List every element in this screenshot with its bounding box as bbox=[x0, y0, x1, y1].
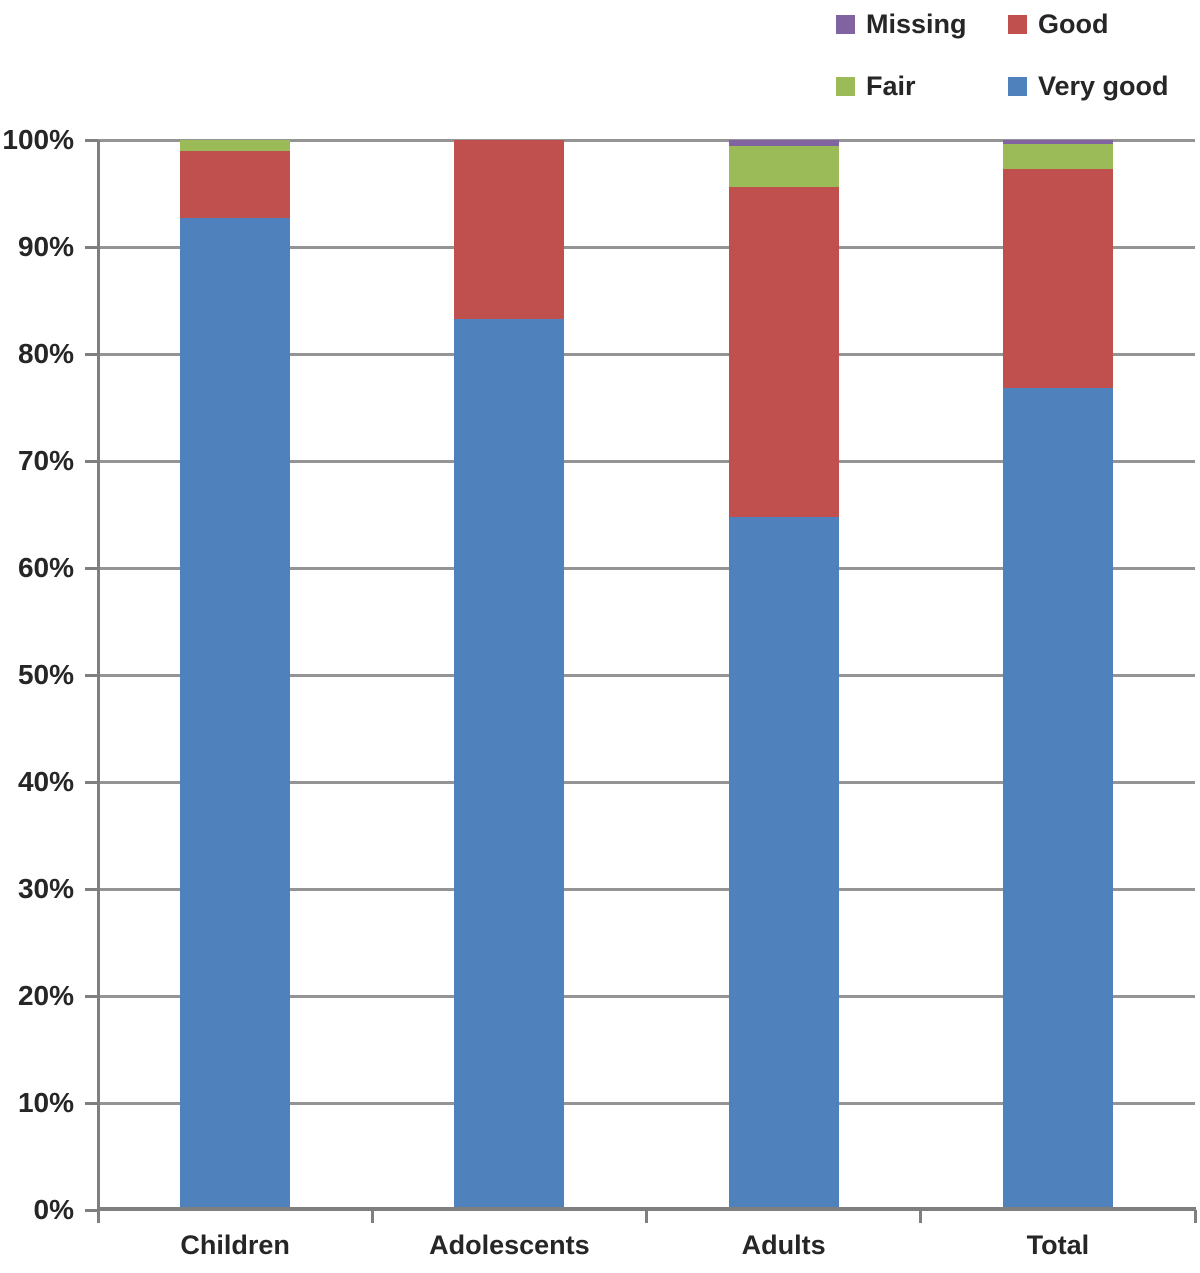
y-axis-tick-30 bbox=[85, 887, 98, 891]
y-axis-tick-40 bbox=[85, 780, 98, 784]
y-axis-line bbox=[97, 140, 100, 1210]
bar-segment-fair-adults bbox=[728, 146, 839, 188]
y-axis-tick-10 bbox=[85, 1101, 98, 1105]
y-axis-tick-20 bbox=[85, 994, 98, 998]
bar-adolescents bbox=[454, 140, 565, 1210]
legend-item-good: Good bbox=[1008, 6, 1169, 42]
bar-segment-good-adults bbox=[728, 187, 839, 517]
gridline-90 bbox=[98, 245, 1195, 249]
y-axis-tick-0 bbox=[85, 1208, 98, 1212]
x-axis-tick-3 bbox=[919, 1210, 923, 1223]
x-axis-labels: Children Adolescents Adults Total bbox=[98, 1230, 1195, 1270]
legend-swatch-missing bbox=[836, 14, 855, 34]
legend-swatch-good bbox=[1008, 14, 1027, 34]
y-axis-tick-90 bbox=[85, 245, 98, 249]
gridline-50 bbox=[98, 673, 1195, 677]
legend-item-missing: Missing bbox=[836, 6, 1008, 42]
bar-segment-good-adolescents bbox=[454, 140, 565, 319]
gridline-80 bbox=[98, 352, 1195, 356]
bar-segment-fair-total bbox=[1002, 144, 1113, 169]
legend-label-missing: Missing bbox=[866, 9, 967, 39]
bar-segment-missing-adults bbox=[728, 140, 839, 147]
legend-label-fair: Fair bbox=[866, 71, 916, 101]
y-axis-tick-80 bbox=[85, 352, 98, 356]
legend-item-very-good: Very good bbox=[1008, 68, 1169, 104]
y-axis-tick-60 bbox=[85, 566, 98, 570]
gridline-60 bbox=[98, 566, 1195, 570]
y-axis-tick-50 bbox=[85, 673, 98, 677]
x-axis-tick-2 bbox=[645, 1210, 648, 1223]
y-tick-label-40: 40% bbox=[17, 766, 74, 797]
bar-segment-fair-children bbox=[180, 140, 291, 151]
x-axis-tick-4 bbox=[1193, 1210, 1197, 1223]
y-tick-label-90: 90% bbox=[17, 231, 74, 262]
gridline-20 bbox=[98, 994, 1195, 998]
x-axis-tick-1 bbox=[370, 1210, 374, 1223]
y-tick-label-20: 20% bbox=[17, 980, 74, 1011]
bar-segment-missing-total bbox=[1002, 140, 1113, 145]
y-tick-label-80: 80% bbox=[17, 338, 74, 369]
y-axis-labels: 0% 10% 20% 30% 40% 50% 60% 70% 80% 90% 100% bbox=[0, 124, 80, 1225]
y-tick-label-30: 30% bbox=[17, 873, 74, 904]
x-axis-line bbox=[97, 1207, 1196, 1211]
legend-item-fair: Fair bbox=[836, 68, 1008, 104]
y-tick-label-50: 50% bbox=[17, 659, 74, 690]
y-tick-label-60: 60% bbox=[17, 552, 74, 583]
y-axis-tick-100 bbox=[85, 138, 98, 142]
gridline-10 bbox=[98, 1101, 1195, 1105]
legend-swatch-fair bbox=[836, 76, 855, 96]
bar-adults bbox=[728, 140, 839, 1210]
gridline-100 bbox=[98, 138, 1195, 142]
bar-segment-good-children bbox=[180, 150, 291, 219]
x-axis-tick-0 bbox=[96, 1210, 100, 1223]
bar-segment-very-good-total bbox=[1002, 388, 1113, 1210]
x-axis-label-children: Children bbox=[180, 1230, 290, 1260]
y-tick-label-70: 70% bbox=[17, 445, 74, 476]
bar-segment-very-good-children bbox=[180, 218, 291, 1210]
legend-label-very-good: Very good bbox=[1038, 71, 1169, 101]
bar-segment-very-good-adolescents bbox=[454, 318, 565, 1210]
gridline-70 bbox=[98, 459, 1195, 463]
legend-swatch-very-good bbox=[1008, 76, 1027, 96]
gridline-30 bbox=[98, 887, 1195, 891]
bar-total bbox=[1002, 140, 1113, 1210]
gridline-40 bbox=[98, 780, 1195, 784]
y-axis-tick-70 bbox=[85, 459, 98, 463]
bar-segment-good-total bbox=[1002, 168, 1113, 389]
x-axis-label-total: Total bbox=[1026, 1230, 1090, 1260]
plot-area bbox=[85, 138, 1197, 1223]
legend-label-good: Good bbox=[1038, 9, 1109, 39]
bar-children bbox=[180, 140, 291, 1210]
y-tick-label-100: 100% bbox=[2, 124, 74, 155]
y-tick-label-0: 0% bbox=[33, 1194, 74, 1225]
legend: Missing Good Fair Very good bbox=[836, 6, 1169, 104]
x-axis-label-adolescents: Adolescents bbox=[429, 1230, 590, 1260]
y-tick-label-10: 10% bbox=[17, 1087, 74, 1118]
x-axis-label-adults: Adults bbox=[741, 1230, 826, 1260]
bar-segment-very-good-adults bbox=[728, 516, 839, 1210]
